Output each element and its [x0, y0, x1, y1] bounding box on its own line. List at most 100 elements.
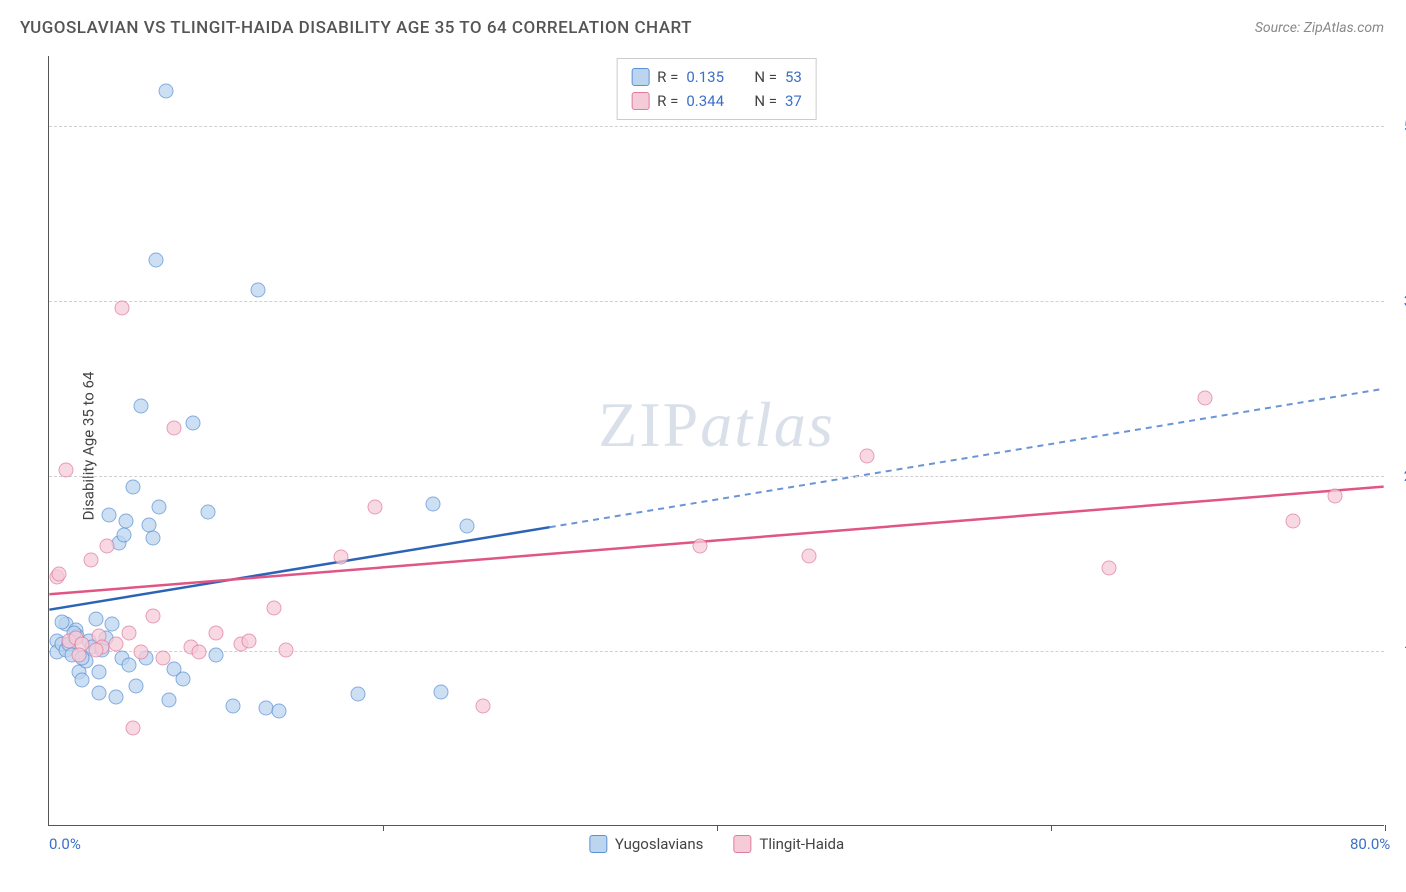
- legend-swatch: [631, 92, 649, 110]
- x-tick: [1051, 825, 1052, 831]
- gridline: [49, 301, 1384, 302]
- scatter-point: [350, 687, 365, 702]
- scatter-point: [801, 548, 816, 563]
- scatter-point: [105, 617, 120, 632]
- scatter-point: [92, 665, 107, 680]
- scatter-point: [145, 530, 160, 545]
- scatter-point: [155, 651, 170, 666]
- legend-series: Yugoslavians Tlingit-Haida: [589, 835, 844, 853]
- scatter-point: [1286, 513, 1301, 528]
- scatter-point: [125, 480, 140, 495]
- y-tick-label: 25.0%: [1389, 467, 1406, 485]
- n-label: N =: [754, 65, 777, 89]
- scatter-point: [108, 637, 123, 652]
- gridline: [49, 126, 1384, 127]
- scatter-point: [167, 421, 182, 436]
- scatter-point: [83, 553, 98, 568]
- scatter-point: [334, 550, 349, 565]
- scatter-point: [1197, 390, 1212, 405]
- chart-title: YUGOSLAVIAN VS TLINGIT-HAIDA DISABILITY …: [20, 18, 692, 38]
- scatter-point: [117, 527, 132, 542]
- scatter-point: [200, 505, 215, 520]
- plot-area: ZIPatlas R =0.135N =53R =0.344N =37 Yugo…: [48, 56, 1384, 826]
- scatter-point: [272, 704, 287, 719]
- scatter-point: [152, 499, 167, 514]
- scatter-point: [115, 301, 130, 316]
- scatter-point: [693, 539, 708, 554]
- n-value: 37: [785, 89, 802, 113]
- scatter-point: [133, 399, 148, 414]
- scatter-point: [133, 645, 148, 660]
- scatter-point: [148, 253, 163, 268]
- scatter-point: [128, 679, 143, 694]
- scatter-point: [209, 625, 224, 640]
- scatter-point: [225, 698, 240, 713]
- scatter-point: [185, 415, 200, 430]
- scatter-point: [72, 648, 87, 663]
- scatter-point: [162, 693, 177, 708]
- scatter-point: [434, 684, 449, 699]
- scatter-point: [88, 611, 103, 626]
- scatter-point: [459, 519, 474, 534]
- scatter-point: [267, 600, 282, 615]
- legend-stat-row: R = 0.344 N = 37: [631, 89, 802, 113]
- scatter-point: [52, 567, 67, 582]
- scatter-point: [88, 642, 103, 657]
- gridline: [49, 651, 1384, 652]
- scatter-point: [250, 282, 265, 297]
- scatter-point: [58, 463, 73, 478]
- n-value: 53: [785, 65, 802, 89]
- legend-item: Tlingit-Haida: [733, 835, 844, 853]
- scatter-point: [1327, 488, 1342, 503]
- scatter-point: [145, 609, 160, 624]
- watermark-zip: ZIP: [598, 389, 700, 460]
- watermark-atlas: atlas: [700, 389, 834, 460]
- scatter-point: [102, 508, 117, 523]
- scatter-point: [100, 539, 115, 554]
- legend-stat-row: R = 0.135 N = 53: [631, 65, 802, 89]
- watermark: ZIPatlas: [598, 388, 834, 462]
- legend-label: Tlingit-Haida: [759, 835, 844, 853]
- chart-container: YUGOSLAVIAN VS TLINGIT-HAIDA DISABILITY …: [0, 0, 1406, 892]
- scatter-point: [122, 625, 137, 640]
- r-label: R =: [657, 89, 678, 113]
- x-tick-label: 80.0%: [1350, 835, 1390, 853]
- gridline: [49, 476, 1384, 477]
- scatter-point: [279, 642, 294, 657]
- legend-stats: R = 0.135 N = 53 R = 0.344 N = 37: [616, 58, 817, 120]
- x-tick: [1385, 825, 1386, 831]
- scatter-point: [367, 499, 382, 514]
- x-tick: [717, 825, 718, 831]
- scatter-point: [175, 672, 190, 687]
- n-label: N =: [754, 89, 777, 113]
- scatter-point: [1102, 561, 1117, 576]
- x-tick-label: 0.0%: [49, 835, 81, 853]
- y-tick-label: 12.5%: [1389, 642, 1406, 660]
- legend-item: Yugoslavians: [589, 835, 704, 853]
- y-tick-label: 37.5%: [1389, 292, 1406, 310]
- scatter-point: [476, 698, 491, 713]
- scatter-point: [118, 513, 133, 528]
- scatter-point: [122, 658, 137, 673]
- scatter-point: [192, 645, 207, 660]
- trend-lines-svg: [49, 56, 1384, 825]
- r-label: R =: [657, 65, 678, 89]
- scatter-point: [860, 449, 875, 464]
- scatter-point: [209, 648, 224, 663]
- legend-swatch: [589, 835, 607, 853]
- legend-swatch: [631, 68, 649, 86]
- scatter-point: [158, 84, 173, 99]
- scatter-point: [125, 721, 140, 736]
- r-value: 0.344: [686, 89, 736, 113]
- y-tick-label: 50.0%: [1389, 117, 1406, 135]
- scatter-point: [75, 673, 90, 688]
- legend-swatch: [733, 835, 751, 853]
- scatter-point: [426, 497, 441, 512]
- x-tick: [383, 825, 384, 831]
- scatter-point: [92, 686, 107, 701]
- source-label: Source: ZipAtlas.com: [1255, 20, 1384, 36]
- scatter-point: [242, 634, 257, 649]
- scatter-point: [55, 614, 70, 629]
- r-value: 0.135: [686, 65, 736, 89]
- legend-label: Yugoslavians: [615, 835, 704, 853]
